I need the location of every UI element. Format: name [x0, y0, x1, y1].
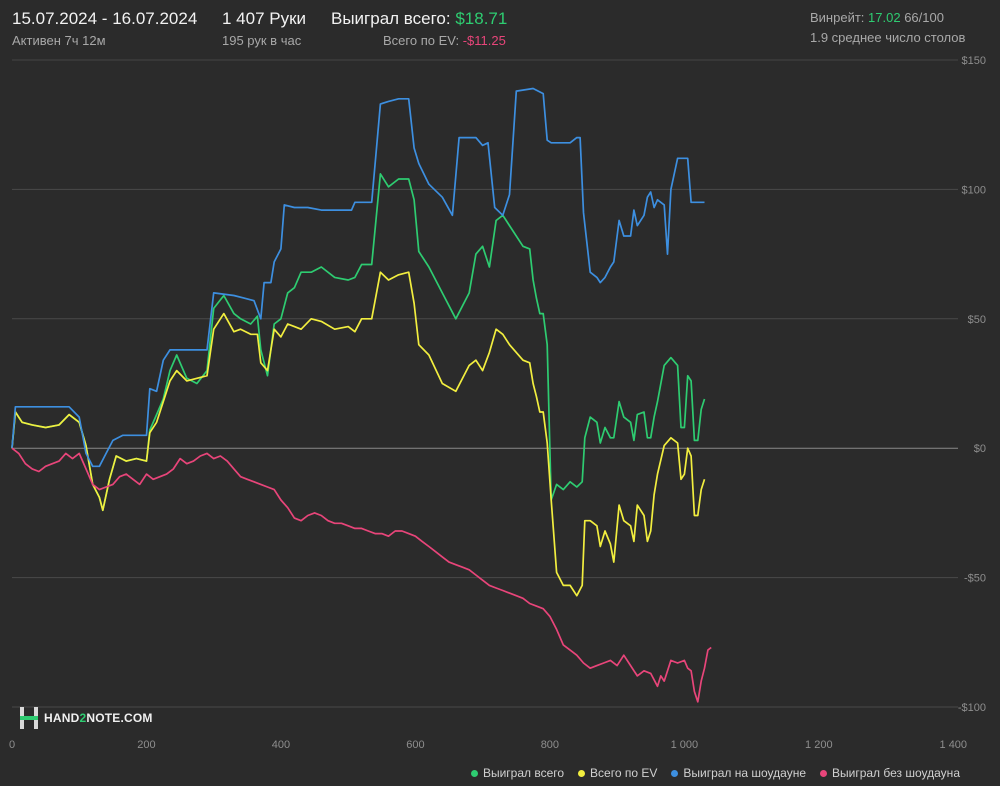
hands-count: 1 407 Руки — [222, 9, 307, 28]
legend-dot-icon — [578, 769, 586, 777]
won-total-value: $18.71 — [455, 9, 508, 28]
x-tick-label: 600 — [406, 739, 424, 751]
y-tick-label: $50 — [968, 314, 986, 326]
x-tick-label: 0 — [9, 739, 15, 751]
x-tick-label: 1 400 — [940, 739, 968, 751]
winrate-value: 17.02 — [868, 10, 901, 25]
hand2note-logo: HAND2NOTE.COM — [20, 707, 153, 729]
y-tick-label: -$100 — [958, 702, 986, 714]
x-tick-label: 800 — [541, 739, 559, 751]
avg-tables: 1.9 среднее число столов — [810, 30, 966, 45]
series-line — [11, 271, 706, 597]
legend-item-non-showdown[interactable]: Выиграл без шоудауна — [820, 766, 960, 780]
x-tick-label: 200 — [137, 739, 155, 751]
legend-item-ev[interactable]: Всего по EV — [578, 766, 657, 780]
ev-total: Всего по EV: -$11.25 — [383, 33, 506, 48]
won-total: Выиграл всего: $18.71 — [331, 9, 507, 29]
legend-dot-icon — [671, 769, 679, 777]
date-range: 15.07.2024 - 16.07.2024 — [12, 9, 198, 28]
winrate-label: Винрейт: — [810, 10, 865, 25]
won-total-label: Выиграл всего: — [331, 9, 451, 28]
x-tick-label: 1 200 — [805, 739, 833, 751]
y-tick-label: $100 — [962, 184, 986, 196]
legend-label: Выиграл всего — [482, 766, 565, 780]
legend-label: Выиграл на шоудауне — [683, 766, 806, 780]
y-tick-label: -$50 — [964, 573, 986, 585]
legend-item-showdown[interactable]: Выиграл на шоудауне — [671, 766, 806, 780]
legend-label: Всего по EV — [590, 766, 658, 780]
winrate: Винрейт: 17.02 66/100 — [810, 10, 944, 25]
ev-label: Всего по EV: — [383, 33, 460, 48]
stats-header: 15.07.2024 - 16.07.2024 Активен 7ч 12м 1… — [0, 0, 1000, 60]
legend-item-won-total[interactable]: Выиграл всего — [470, 766, 565, 780]
logo-text: HAND2NOTE.COM — [44, 711, 153, 725]
legend-label: Выиграл без шоудауна — [832, 766, 960, 780]
chart-legend: Выиграл всего Всего по EV Выиграл на шоу… — [470, 766, 960, 780]
legend-dot-icon — [820, 769, 827, 777]
active-time: Активен 7ч 12м — [12, 33, 106, 48]
series-line — [11, 447, 712, 703]
x-tick-label: 1 000 — [671, 739, 699, 751]
series-line — [11, 87, 705, 468]
legend-dot-icon — [470, 769, 478, 777]
winrate-extra: 66/100 — [904, 10, 944, 25]
logo-mark-icon — [20, 707, 38, 729]
ev-value: -$11.25 — [462, 33, 506, 48]
y-tick-label: $0 — [974, 443, 986, 455]
hands-per-hour: 195 рук в час — [222, 33, 302, 48]
y-tick-label: $150 — [962, 55, 986, 67]
x-tick-label: 400 — [272, 739, 290, 751]
